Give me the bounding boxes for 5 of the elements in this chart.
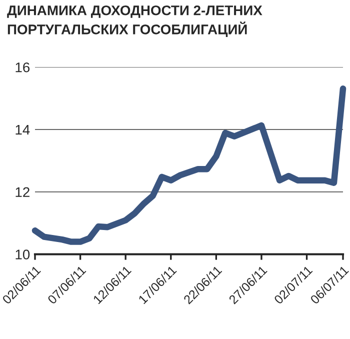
y-tick-label: 10: [16, 250, 30, 260]
y-tick-label: 16: [16, 62, 30, 72]
chart-title: ДИНАМИКА ДОХОДНОСТИ 2-ЛЕТНИХ ПОРТУГАЛЬСКИХ ГОСОБЛИГАЦИЙ: [7, 5, 262, 37]
y-tick-label: 14: [16, 124, 30, 135]
y-tick-label: 12: [16, 187, 30, 197]
